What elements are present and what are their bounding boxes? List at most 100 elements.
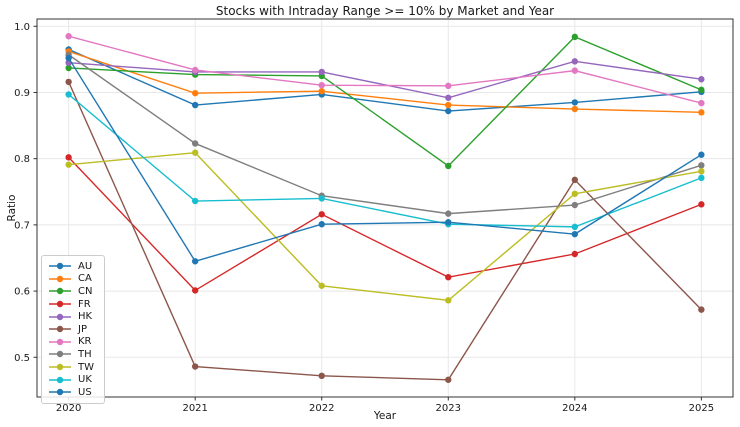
data-point-TW-2025 — [698, 168, 705, 175]
legend-line-marker-CA — [49, 275, 71, 283]
series-line-CA — [68, 50, 702, 114]
legend-label-TH: TH — [78, 348, 92, 360]
data-point-US-2021 — [191, 258, 199, 265]
legend-line-marker-FR — [49, 300, 71, 308]
legend-label-FR: FR — [78, 298, 91, 310]
data-point-TW-2024 — [571, 190, 579, 197]
data-point-US-2020 — [65, 54, 72, 62]
legend-line-marker-CN — [49, 288, 71, 295]
data-point-HK-2023 — [445, 94, 452, 101]
data-point-CA-2021 — [191, 89, 199, 97]
series-line-CN — [68, 36, 702, 167]
legend-item-FR: FR — [48, 298, 94, 311]
data-point-JP-2021 — [191, 363, 199, 370]
data-point-UK-2020 — [65, 91, 72, 98]
data-point-JP-2024 — [571, 176, 579, 184]
legend-item-CN: CN — [48, 285, 94, 298]
data-point-TW-2022 — [318, 282, 325, 289]
series-line-JP — [67, 81, 702, 381]
legend-item-TW: TW — [48, 361, 94, 374]
data-point-AU-2021 — [191, 101, 199, 109]
series-line-FR — [68, 156, 702, 292]
data-point-FR-2022 — [318, 211, 325, 218]
data-point-TW-2023 — [445, 297, 452, 304]
data-point-KR-2020 — [65, 33, 72, 40]
data-point-TH-2024 — [571, 201, 579, 209]
legend-line-marker-JP — [49, 326, 71, 333]
data-point-JP-2022 — [318, 372, 325, 380]
legend-item-TH: TH — [48, 348, 94, 361]
data-point-TH-2023 — [445, 210, 452, 217]
legend-label-TW: TW — [78, 361, 94, 373]
x-tick-label-2025: 2025 — [689, 403, 714, 414]
x-tick-label-2023: 2023 — [436, 403, 461, 414]
legend-label-HK: HK — [78, 311, 93, 323]
x-tick-label-2021: 2021 — [182, 403, 207, 414]
legend-label-CA: CA — [78, 273, 92, 285]
data-point-UK-2021 — [191, 197, 199, 205]
data-point-HK-2022 — [318, 68, 325, 76]
legend-item-CA: CA — [48, 273, 94, 286]
legend-item-HK: HK — [48, 310, 94, 323]
series-line-US — [68, 57, 702, 263]
chart-title: Stocks with Intraday Range >= 10% by Mar… — [215, 4, 555, 18]
data-point-JP-2020 — [65, 78, 72, 86]
data-point-TW-2021 — [191, 149, 199, 156]
axes-spines — [36, 18, 734, 398]
legend-label-UK: UK — [78, 374, 92, 386]
data-point-TH-2021 — [191, 140, 199, 147]
legend-line-marker-US — [49, 389, 71, 396]
data-point-FR-2024 — [571, 250, 579, 258]
data-point-AU-2024 — [571, 99, 579, 106]
data-point-US-2024 — [571, 230, 579, 238]
data-point-KR-2025 — [698, 99, 705, 107]
legend-label-AU: AU — [78, 260, 93, 272]
x-tick-label-2024: 2024 — [562, 403, 587, 414]
data-point-US-2025 — [698, 151, 705, 158]
y-tick-label-1: 1.0 — [14, 22, 30, 33]
legend-item-AU: AU — [48, 260, 94, 273]
data-point-CN-2023 — [445, 162, 452, 170]
data-point-KR-2022 — [318, 81, 325, 89]
legend-item-JP: JP — [48, 323, 94, 336]
data-point-UK-2022 — [318, 195, 325, 202]
legend: AU CA CN FR HK JP KR TH TW UK US — [41, 255, 105, 404]
data-point-CA-2024 — [571, 105, 579, 113]
data-point-UK-2025 — [698, 174, 705, 182]
legend-label-JP: JP — [78, 323, 87, 335]
data-point-KR-2021 — [191, 66, 199, 74]
data-point-CN-2025 — [698, 86, 705, 94]
data-point-US-2023 — [445, 219, 452, 226]
legend-line-marker-AU — [49, 263, 71, 270]
data-point-FR-2025 — [698, 201, 705, 208]
legend-line-marker-HK — [49, 313, 71, 320]
data-point-CN-2020 — [65, 64, 72, 72]
data-point-JP-2025 — [698, 306, 705, 313]
x-tick-label-2022: 2022 — [309, 403, 334, 414]
legend-item-KR: KR — [48, 336, 94, 349]
series-line-AU — [68, 48, 702, 112]
data-point-AU-2023 — [445, 107, 452, 115]
data-point-FR-2020 — [65, 154, 72, 161]
data-point-JP-2023 — [445, 376, 452, 383]
y-tick-label-0.5: 0.5 — [14, 353, 30, 364]
legend-label-US: US — [78, 386, 92, 398]
legend-label-CN: CN — [78, 285, 93, 297]
legend-line-marker-KR — [49, 338, 71, 346]
data-point-CA-2023 — [445, 101, 452, 109]
legend-label-KR: KR — [78, 336, 92, 348]
data-point-FR-2023 — [445, 273, 452, 281]
data-point-HK-2025 — [698, 76, 705, 83]
data-point-HK-2024 — [571, 58, 579, 65]
series-line-TH — [68, 54, 702, 215]
data-point-TW-2020 — [65, 161, 72, 168]
series-line-TW — [68, 151, 702, 302]
legend-item-UK: UK — [48, 373, 94, 386]
series-line-KR — [68, 35, 702, 104]
y-tick-label-0.9: 0.9 — [14, 88, 30, 99]
data-point-TH-2025 — [698, 162, 705, 169]
legend-item-US: US — [48, 386, 94, 399]
data-point-KR-2024 — [571, 67, 579, 74]
